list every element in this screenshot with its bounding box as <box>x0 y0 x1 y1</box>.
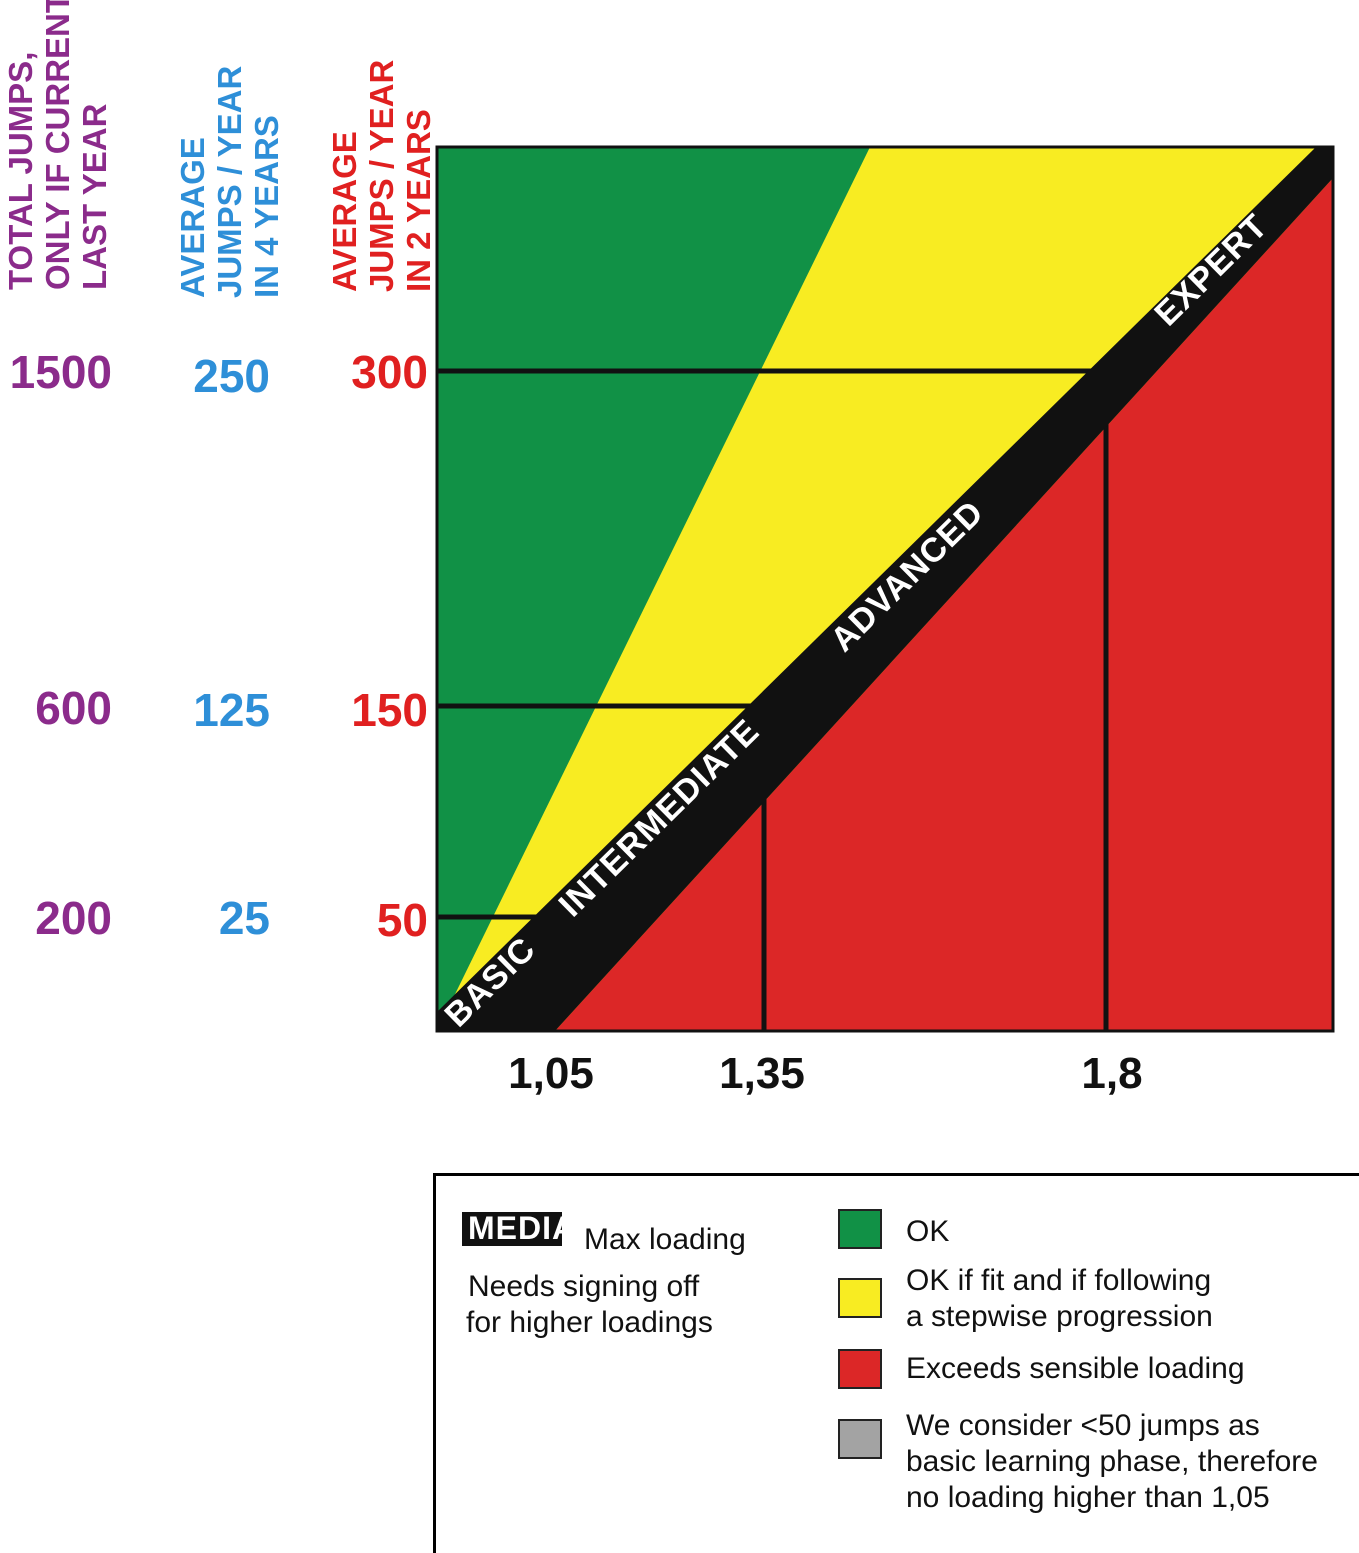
axis-title-avg2: AVERAGE JUMPS / YEAR IN 2 YEARS <box>326 51 437 292</box>
xtick-1-8: 1,8 <box>1081 1049 1142 1098</box>
legend-band-chip-text: MEDIA <box>468 1212 562 1246</box>
axis-title-avg2-line-2: JUMPS / YEAR <box>363 60 400 292</box>
axis-title-avg2-line-1: AVERAGE <box>326 131 363 292</box>
axis-title-avg4-line-3: IN 4 YEARS <box>248 115 285 298</box>
legend-swatch-red <box>838 1349 882 1389</box>
legend: MEDIA Max loading Needs signing off for … <box>433 1173 1359 1553</box>
axis-title-total: TOTAL JUMPS, ONLY IF CURRENT LAST YEAR <box>2 0 113 290</box>
xtick-1-05: 1,05 <box>508 1049 594 1098</box>
axis-title-total-line-1: TOTAL JUMPS, <box>2 52 39 290</box>
legend-ok: OK <box>906 1215 950 1248</box>
legend-red: Exceeds sensible loading <box>906 1352 1245 1385</box>
legend-signing-line-1: Needs signing off <box>468 1270 700 1303</box>
tick-total-2: 200 <box>35 892 112 944</box>
axis-title-avg4-line-2: JUMPS / YEAR <box>211 66 248 298</box>
legend-max-loading: Max loading <box>584 1223 746 1256</box>
legend-swatch-yellow <box>838 1278 882 1318</box>
legend-band-chip: MEDIA <box>462 1212 562 1246</box>
max-loading-band <box>437 147 1333 1031</box>
axis-title-avg4-line-1: AVERAGE <box>174 137 211 298</box>
legend-yellow-line-1: OK if fit and if following <box>906 1264 1212 1297</box>
xtick-1-35: 1,35 <box>719 1049 805 1098</box>
tick-avg4-0: 250 <box>193 350 270 402</box>
tick-avg2-1: 150 <box>351 684 428 736</box>
axis-title-avg4: AVERAGE JUMPS / YEAR IN 4 YEARS <box>174 57 285 298</box>
legend-grey-line-3: no loading higher than 1,05 <box>906 1481 1270 1514</box>
axis-title-avg2-line-3: IN 2 YEARS <box>400 109 437 292</box>
legend-swatch-green <box>838 1209 882 1249</box>
tick-avg2-2: 50 <box>377 894 428 946</box>
legend-grey-line-2: basic learning phase, therefore <box>906 1445 1318 1478</box>
legend-yellow-line-2: a stepwise progression <box>906 1300 1213 1333</box>
tick-avg2-0: 300 <box>351 346 428 398</box>
tick-avg4-2: 25 <box>219 892 270 944</box>
legend-swatch-grey <box>838 1419 882 1459</box>
chart-frame <box>435 145 1335 1033</box>
tick-avg4-1: 125 <box>193 684 270 736</box>
legend-signing-line-2: for higher loadings <box>466 1306 713 1339</box>
tick-total-1: 600 <box>35 682 112 734</box>
tick-total-0: 1500 <box>10 346 112 398</box>
axis-title-total-line-2: ONLY IF CURRENT <box>39 0 76 290</box>
axis-title-total-line-3: LAST YEAR <box>76 103 113 290</box>
legend-grey-line-1: We consider <50 jumps as <box>906 1409 1260 1442</box>
